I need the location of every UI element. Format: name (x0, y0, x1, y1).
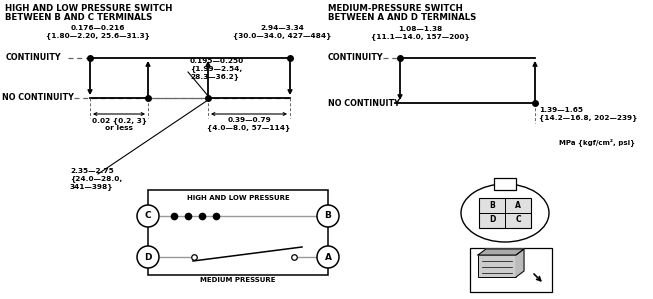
Circle shape (137, 246, 159, 268)
Text: HIGH AND LOW PRESSURE SWITCH: HIGH AND LOW PRESSURE SWITCH (5, 4, 172, 13)
Text: 0.39—0.79
{4.0—8.0, 57—114}: 0.39—0.79 {4.0—8.0, 57—114} (208, 117, 291, 131)
Circle shape (137, 205, 159, 227)
Text: D: D (489, 216, 495, 225)
Bar (478, 255, 516, 277)
Text: 2.94—3.34
{30.0—34.0, 427—484}: 2.94—3.34 {30.0—34.0, 427—484} (233, 25, 331, 39)
Text: NO CONTINUITY: NO CONTINUITY (2, 94, 74, 103)
Text: BETWEEN A AND D TERMINALS: BETWEEN A AND D TERMINALS (328, 13, 477, 22)
Text: 0.02 {0.2, 3}
or less: 0.02 {0.2, 3} or less (91, 117, 146, 131)
Text: MEDIUM PRESSURE: MEDIUM PRESSURE (200, 277, 276, 283)
Text: HIGH AND LOW PRESSURE: HIGH AND LOW PRESSURE (187, 195, 289, 201)
Bar (494, 178, 516, 190)
Polygon shape (478, 249, 524, 255)
Text: MPa {kgf/cm², psi}: MPa {kgf/cm², psi} (559, 138, 635, 146)
Text: 1.08—1.38
{11.1—14.0, 157—200}: 1.08—1.38 {11.1—14.0, 157—200} (371, 26, 470, 40)
Text: D: D (144, 252, 151, 262)
Circle shape (317, 205, 339, 227)
Bar (470, 248, 552, 292)
Polygon shape (516, 249, 524, 277)
Text: 2.35—2.75
{24.0—28.0,
341—398}: 2.35—2.75 {24.0—28.0, 341—398} (70, 168, 122, 190)
Ellipse shape (461, 184, 549, 242)
Circle shape (317, 246, 339, 268)
Text: BETWEEN B AND C TERMINALS: BETWEEN B AND C TERMINALS (5, 13, 152, 22)
Text: CONTINUITY: CONTINUITY (328, 54, 383, 62)
Text: MEDIUM-PRESSURE SWITCH: MEDIUM-PRESSURE SWITCH (328, 4, 463, 13)
Text: 0.195—0.250
{1.99—2.54,
28.3—36.2}: 0.195—0.250 {1.99—2.54, 28.3—36.2} (190, 58, 244, 80)
Text: 1.39—1.65
{14.2—16.8, 202—239}: 1.39—1.65 {14.2—16.8, 202—239} (539, 107, 637, 121)
Text: C: C (145, 211, 151, 220)
Text: NO CONTINUITY: NO CONTINUITY (328, 98, 400, 108)
Text: B: B (489, 201, 495, 210)
Bar (479, 198, 531, 228)
Text: A: A (325, 252, 332, 262)
Bar (148, 190, 328, 275)
Text: B: B (325, 211, 332, 220)
Text: C: C (515, 216, 521, 225)
Text: CONTINUITY: CONTINUITY (6, 54, 61, 62)
Text: 0.176—0.216
{1.80—2.20, 25.6—31.3}: 0.176—0.216 {1.80—2.20, 25.6—31.3} (46, 25, 150, 39)
Text: A: A (515, 201, 521, 210)
